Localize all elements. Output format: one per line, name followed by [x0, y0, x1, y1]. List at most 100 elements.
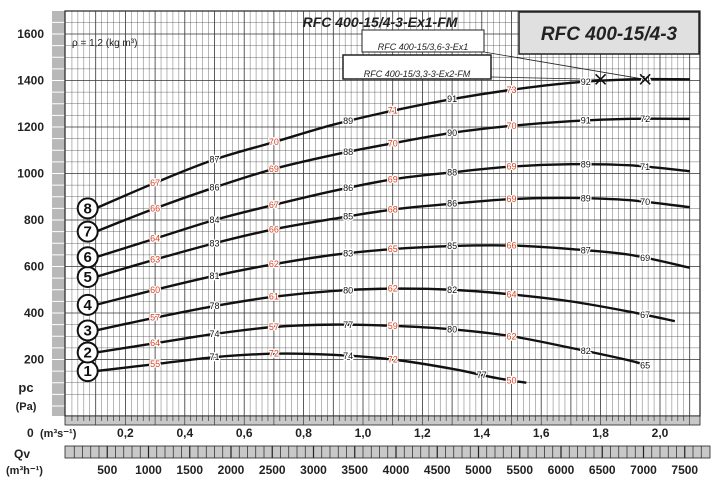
efficiency-label: 74 [343, 351, 353, 361]
limit-marker [595, 73, 607, 85]
curve-badge-label: 1 [84, 363, 92, 380]
efficiency-label: 90 [447, 128, 457, 138]
y-tick-strip [52, 11, 65, 416]
efficiency-label: 72 [388, 355, 398, 365]
x-tick-label: 1,0 [355, 426, 372, 440]
efficiency-label: 63 [150, 255, 160, 265]
curve-1 [95, 352, 527, 384]
q-label: Qv [14, 447, 30, 461]
efficiency-label: 87 [581, 246, 591, 256]
efficiency-label: 65 [388, 244, 398, 254]
markers [595, 73, 651, 85]
efficiency-label: 57 [269, 322, 279, 332]
efficiency-label: 68 [388, 205, 398, 215]
curve-6 [95, 162, 690, 259]
efficiency-label: 70 [640, 197, 650, 207]
curve-badge-circle [76, 220, 99, 243]
efficiency-label: 89 [343, 116, 353, 126]
x2-tick-label: 5000 [465, 463, 492, 477]
efficiency-label: 82 [581, 346, 591, 356]
curve-badge-label: 2 [84, 345, 92, 362]
efficiency-label: 70 [388, 138, 398, 148]
x2-tick-label: 1500 [176, 463, 203, 477]
x2-tick-labels: 500 1000 1500 2000 2500 3000 3500 4000 4500 5000 5… [97, 463, 698, 477]
efficiency-label: 67 [640, 310, 650, 320]
leader-line-1 [483, 51, 646, 80]
efficiency-label: 86 [447, 199, 457, 209]
efficiency-label: 64 [150, 234, 160, 244]
efficiency-label: 88 [447, 167, 457, 177]
x2-tick-label: 2000 [218, 463, 245, 477]
efficiency-label: 83 [209, 238, 219, 248]
efficiency-label: 86 [209, 182, 219, 192]
efficiency-label: 85 [447, 241, 457, 251]
curve-2 [95, 323, 646, 367]
efficiency-label: 67 [269, 200, 279, 210]
x-tick-labels: 0,2 0,4 0,6 0,8 1,0 1,2 1,4 1,6 1,8 2,0 [117, 426, 669, 440]
box-title: RFC 400-15/4-3 [541, 24, 678, 45]
y-axis-unit: (Pa) [16, 401, 37, 413]
x2-tick-label: 4500 [424, 463, 451, 477]
efficiency-label: 84 [209, 215, 219, 225]
x-tick-label: 0,6 [236, 426, 253, 440]
efficiency-label: 71 [640, 162, 650, 172]
x-tick-label: 1,2 [414, 426, 431, 440]
efficiency-label: 66 [150, 203, 160, 213]
curve-5 [95, 196, 690, 279]
curve-7 [95, 117, 690, 233]
curve-badge-circle [76, 246, 99, 269]
efficiency-label: 80 [447, 324, 457, 334]
y-axis-label: pc [18, 380, 33, 395]
efficiency-label: 82 [447, 285, 457, 295]
y-tick-label: 200 [24, 353, 44, 367]
x2-tick-label: 3500 [341, 463, 368, 477]
x2-tick-label: 5500 [506, 463, 533, 477]
x-tick-label: 2,0 [652, 426, 669, 440]
efficiency-label: 60 [150, 285, 160, 295]
efficiency-label: 89 [581, 159, 591, 169]
variant-box-2: RFC 400-15/3,3-3-Ex2-FM [342, 54, 492, 80]
variant-2-label: RFC 400-15/3,3-3-Ex2-FM [364, 69, 471, 79]
efficiency-label: 62 [506, 331, 516, 341]
curve-badge-circle [76, 319, 99, 342]
curve-badge-label: 6 [84, 249, 92, 266]
curve-badge-label: 7 [84, 224, 92, 241]
efficiency-label: 65 [640, 360, 650, 370]
efficiency-label: 89 [581, 193, 591, 203]
efficiency-label: 70 [506, 121, 516, 131]
efficiency-label: 77 [477, 370, 487, 380]
efficiency-label: 72 [640, 114, 650, 124]
leader-line-2 [490, 76, 601, 80]
efficiency-label: 59 [388, 321, 398, 331]
efficiency-label: 81 [209, 271, 219, 281]
x-axis-label-m3s: (m³s⁻¹) [40, 428, 77, 440]
y-strip-ticks [52, 21, 65, 407]
x2-tick-label: 7000 [630, 463, 657, 477]
curve-3 [95, 287, 676, 332]
efficiency-label: 77 [343, 320, 353, 330]
curve-badge-circle [76, 293, 99, 316]
efficiency-label: 64 [150, 338, 160, 348]
efficiency-label: 78 [209, 301, 219, 311]
efficiency-label: 62 [269, 259, 279, 269]
x-tick-label: 0,2 [117, 426, 134, 440]
x-tick-label: 0,4 [176, 426, 193, 440]
y-tick-label: 800 [24, 213, 44, 227]
variant-box-1: RFC 400-15/3,6-3-Ex1 [361, 29, 485, 53]
efficiency-label: 57 [150, 313, 160, 323]
title-box: RFC 400-15/4-3 [518, 11, 700, 55]
model-title: RFC 400-15/4-3-Ex1-FM [303, 14, 458, 30]
efficiency-label: 87 [209, 155, 219, 165]
curve-badge-label: 4 [84, 297, 93, 314]
efficiency-label: 50 [506, 375, 516, 385]
efficiency-label: 91 [447, 94, 457, 104]
curve-badge-label: 5 [84, 269, 92, 286]
variant-1-label: RFC 400-15/3,6-3-Ex1 [378, 42, 469, 52]
efficiency-label: 70 [269, 137, 279, 147]
x-ruler-ticks [71, 416, 691, 425]
x2-tick-label: 7500 [671, 463, 698, 477]
efficiency-label: 73 [506, 85, 516, 95]
x-tick-label: 0,8 [295, 426, 312, 440]
curve-badge-circle [76, 197, 99, 220]
